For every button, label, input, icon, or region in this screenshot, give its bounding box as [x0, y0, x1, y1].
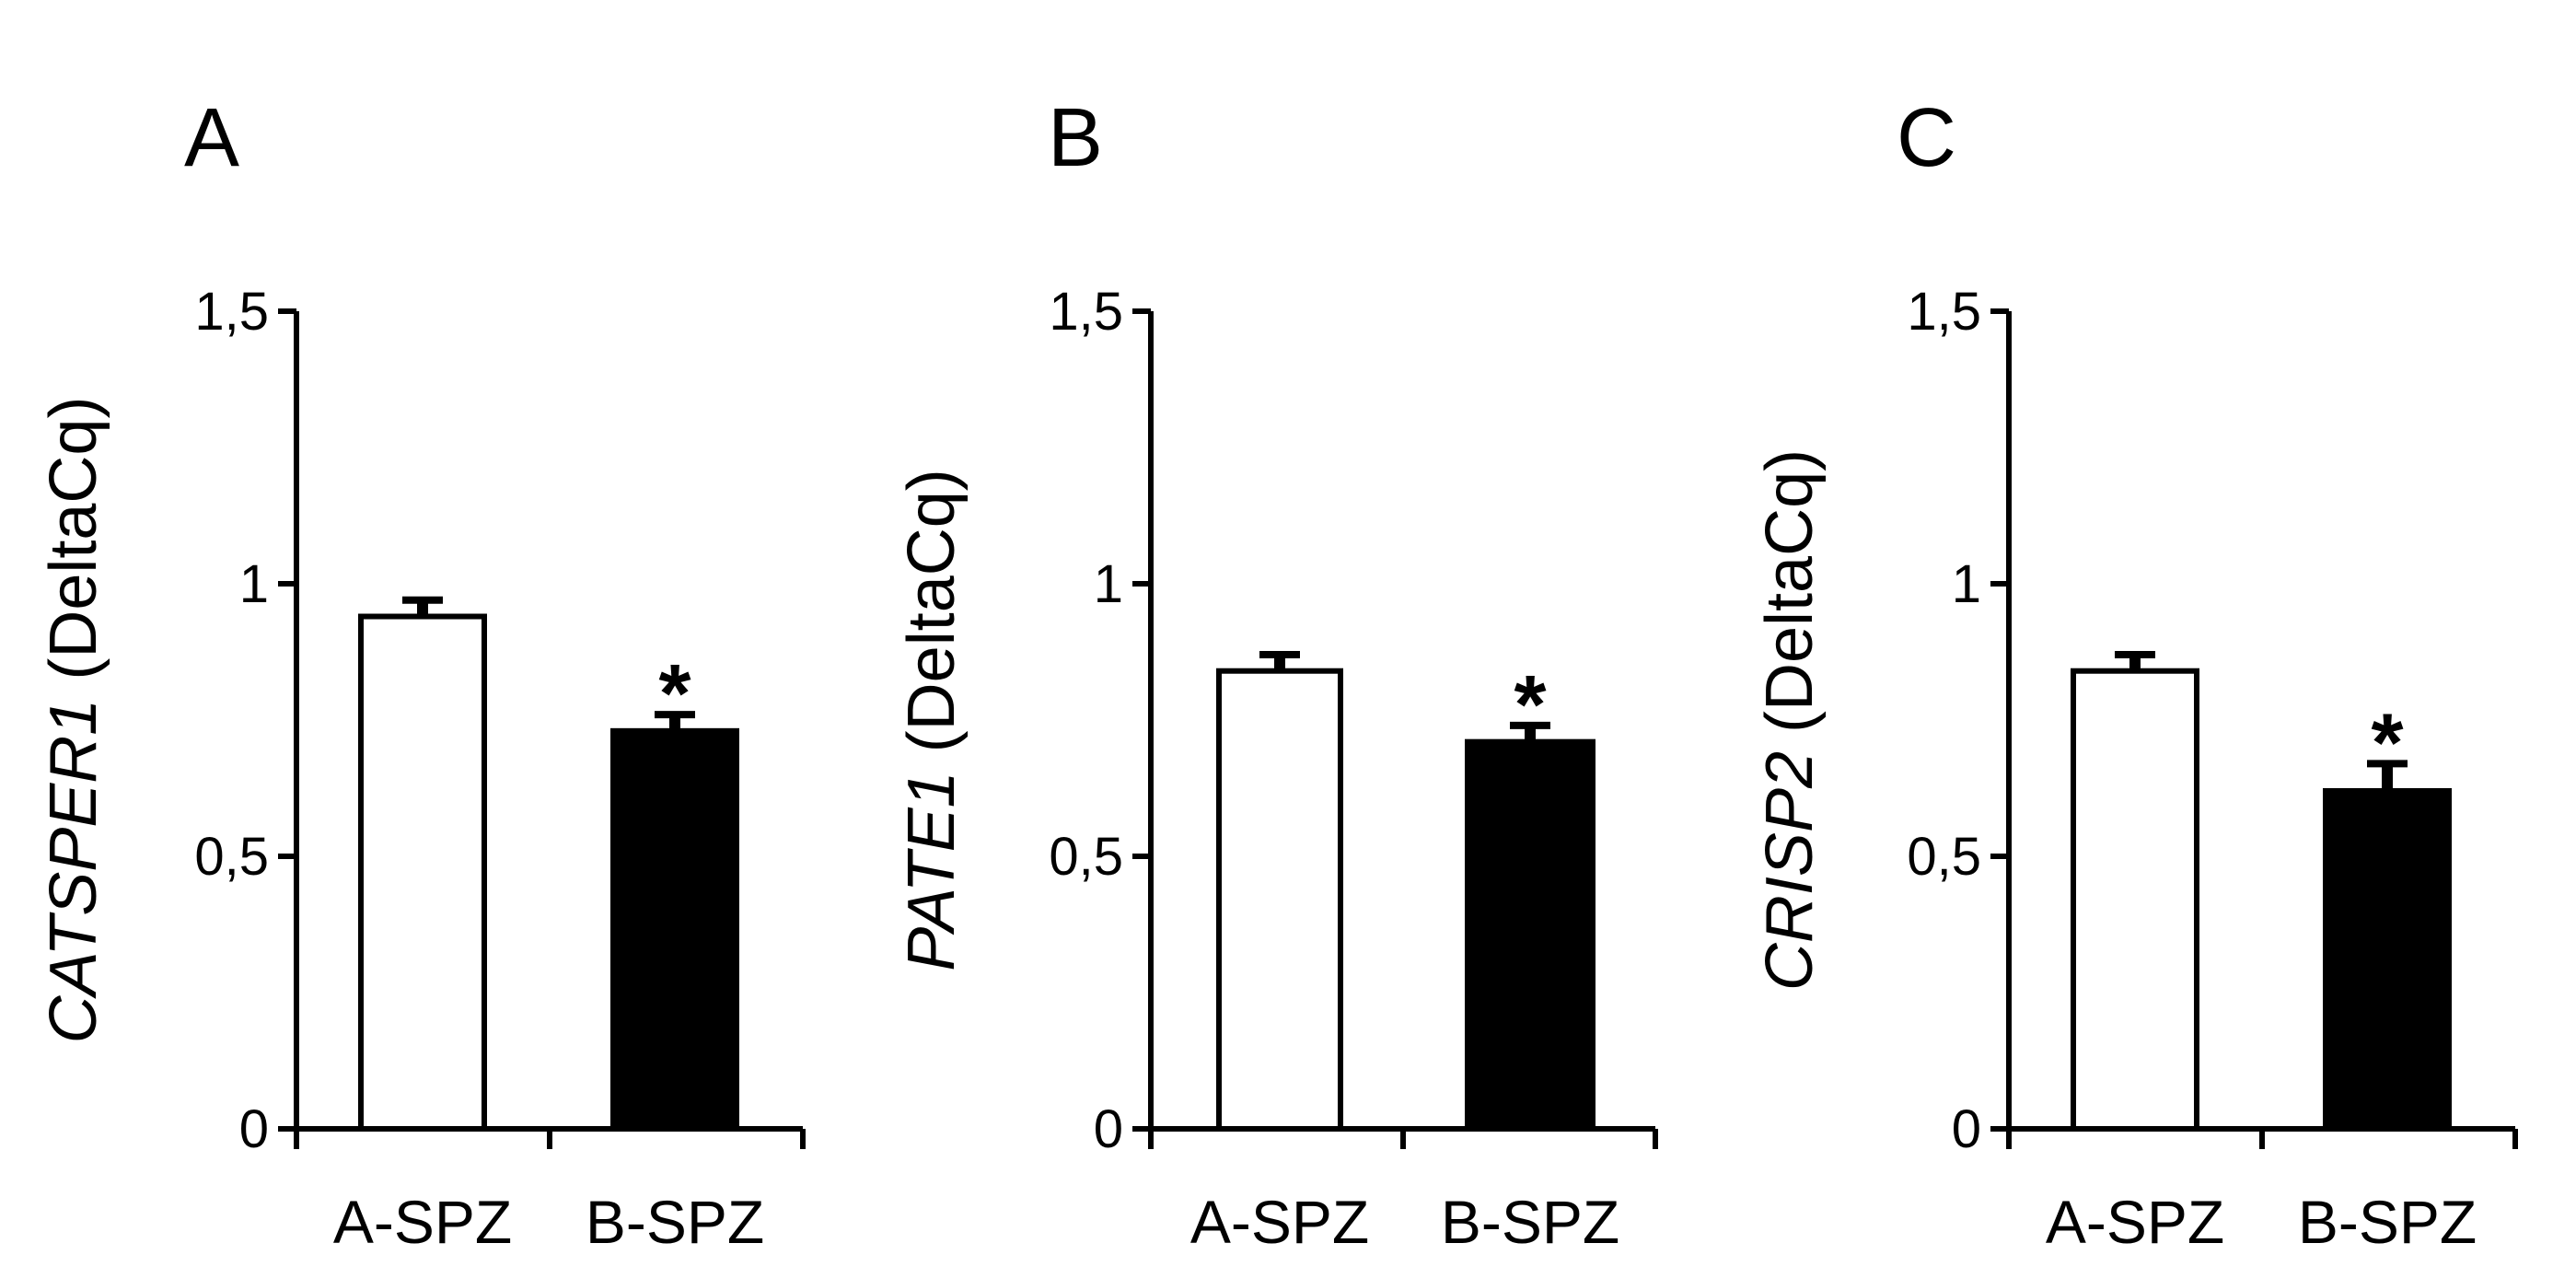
bar-b-spz: [610, 727, 739, 1133]
category-label: B-SPZ: [2298, 1188, 2477, 1256]
y-axis-label-gene: PATE1: [895, 771, 969, 970]
category-label: A-SPZ: [1190, 1188, 1369, 1256]
chart-panel-c: C CRISP2 (DeltaCq) 0 0,5 1 1,5 A-SPZ B-SPZ *: [1753, 92, 2518, 1256]
y-tick-label: 1,5: [1907, 282, 1981, 342]
y-axis-label-unit: (DeltaCq): [895, 469, 969, 771]
bar-a-spz: [1216, 668, 1343, 1132]
y-tick-label: 0: [1094, 1099, 1123, 1159]
y-tick-label: 0,5: [1907, 827, 1981, 887]
y-tick-label: 1: [1094, 554, 1123, 614]
y-axis-label: PATE1 (DeltaCq): [895, 469, 969, 970]
chart-panel-a: A CATSPER1 (DeltaCq) 0 0,5 1 1,5 A-SPZ B-SPZ *: [37, 92, 806, 1256]
y-axis-label-gene: CRISP2: [1753, 751, 1827, 991]
y-tick-label: 1,5: [194, 282, 269, 342]
category-label: A-SPZ: [333, 1188, 512, 1256]
y-tick-label: 0: [1952, 1099, 1981, 1159]
y-tick-label: 0,5: [194, 827, 269, 887]
bar-a-spz: [2071, 668, 2199, 1132]
bar-a-spz: [358, 613, 487, 1132]
chart-panel-b: B PATE1 (DeltaCq) 0 0,5 1 1,5 A-SPZ B-SPZ *: [895, 92, 1658, 1256]
category-label: B-SPZ: [1441, 1188, 1619, 1256]
y-tick-label: 1: [1952, 554, 1981, 614]
category-label: B-SPZ: [586, 1188, 764, 1256]
y-tick-label: 1: [239, 554, 269, 614]
y-axis-label: CATSPER1 (DeltaCq): [37, 397, 110, 1044]
y-axis-label: CRISP2 (DeltaCq): [1753, 449, 1827, 991]
y-tick-label: 0: [239, 1099, 269, 1159]
y-axis-label-gene: CATSPER1: [37, 699, 110, 1044]
y-tick-label: 1,5: [1049, 282, 1123, 342]
bar-b-spz: [1465, 738, 1595, 1132]
y-axis-label-unit: (DeltaCq): [1753, 449, 1827, 751]
significance-marker: *: [658, 648, 690, 740]
category-label: A-SPZ: [2046, 1188, 2224, 1256]
significance-marker: *: [2371, 697, 2403, 789]
y-axis-label-unit: (DeltaCq): [37, 397, 110, 699]
y-tick-label: 0,5: [1049, 827, 1123, 887]
bar-b-spz: [2323, 787, 2452, 1133]
panel-letter: C: [1897, 92, 1956, 184]
panel-letter: A: [184, 92, 239, 184]
panel-letter: B: [1048, 92, 1103, 184]
significance-marker: *: [1514, 659, 1546, 751]
